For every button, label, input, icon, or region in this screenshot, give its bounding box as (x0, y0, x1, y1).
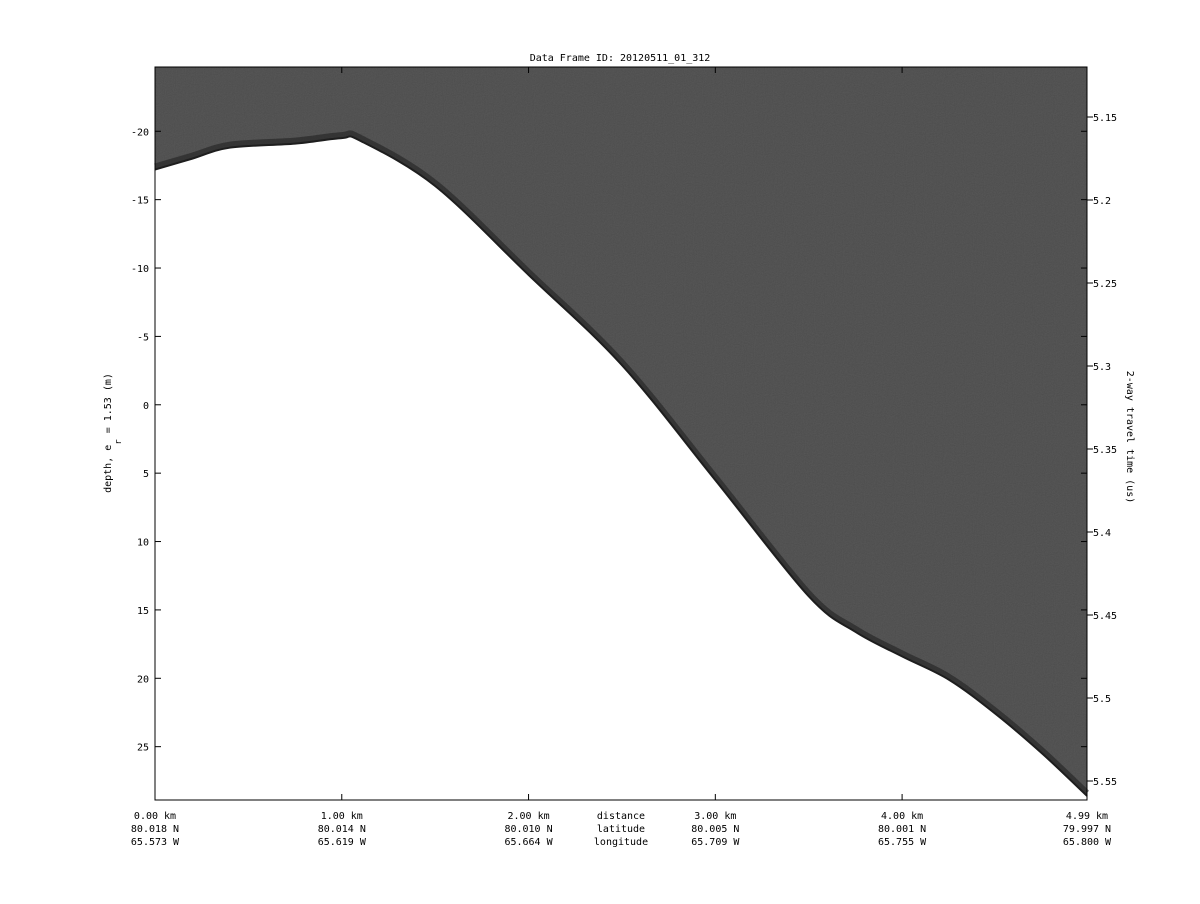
echo-region (155, 67, 1087, 796)
left-tick-label: 5 (143, 469, 149, 480)
x-tick-latitude: 79.997 N (1063, 824, 1111, 835)
left-tick-label: -5 (137, 332, 149, 343)
left-tick-label: 20 (137, 674, 149, 685)
x-row-label: distance (597, 811, 645, 822)
x-tick-distance: 3.00 km (694, 811, 736, 822)
right-tick-label: 5.2 (1093, 196, 1111, 207)
x-tick-longitude: 65.709 W (691, 837, 740, 848)
left-tick-label: -10 (131, 264, 149, 275)
left-tick-label: 10 (137, 538, 149, 549)
x-row-label: latitude (597, 824, 645, 835)
x-tick-distance: 4.99 km (1066, 811, 1108, 822)
surface-line (154, 135, 1088, 797)
left-tick-label: 25 (137, 743, 149, 754)
plot-frame (154, 66, 1088, 801)
left-tick-label: -20 (131, 127, 149, 138)
right-tick-label: 5.15 (1093, 113, 1117, 124)
x-tick-latitude: 80.010 N (504, 824, 552, 835)
right-tick-label: 5.4 (1093, 528, 1111, 539)
surface-band (154, 130, 1090, 796)
x-tick-distance: 2.00 km (507, 811, 549, 822)
right-tick-label: 5.45 (1093, 611, 1117, 622)
x-tick-distance: 0.00 km (134, 811, 176, 822)
left-tick-label: -15 (131, 196, 149, 207)
right-tick-label: 5.25 (1093, 279, 1117, 290)
left-axis-label: depth, er = 1.53 (m) (103, 373, 124, 493)
x-tick-longitude: 65.800 W (1063, 837, 1112, 848)
right-tick-label: 5.55 (1093, 777, 1117, 788)
x-tick-longitude: 65.755 W (878, 837, 927, 848)
right-tick-label: 5.35 (1093, 445, 1117, 456)
x-tick-latitude: 80.001 N (878, 824, 926, 835)
x-tick-longitude: 65.664 W (504, 837, 553, 848)
left-tick-label: 15 (137, 606, 149, 617)
right-axis-label: 2-way travel time (us) (1124, 371, 1135, 503)
x-tick-distance: 4.00 km (881, 811, 923, 822)
chart-title: Data Frame ID: 20120511_01_312 (530, 53, 711, 64)
x-tick-latitude: 80.018 N (131, 824, 179, 835)
right-tick-label: 5.5 (1093, 694, 1111, 705)
x-tick-distance: 1.00 km (321, 811, 363, 822)
x-tick-longitude: 65.573 W (131, 837, 180, 848)
left-tick-label: 0 (143, 401, 149, 412)
x-tick-latitude: 80.005 N (691, 824, 739, 835)
x-row-label: longitude (594, 837, 648, 848)
right-tick-label: 5.3 (1093, 362, 1111, 373)
x-tick-latitude: 80.014 N (318, 824, 366, 835)
x-tick-longitude: 65.619 W (318, 837, 367, 848)
